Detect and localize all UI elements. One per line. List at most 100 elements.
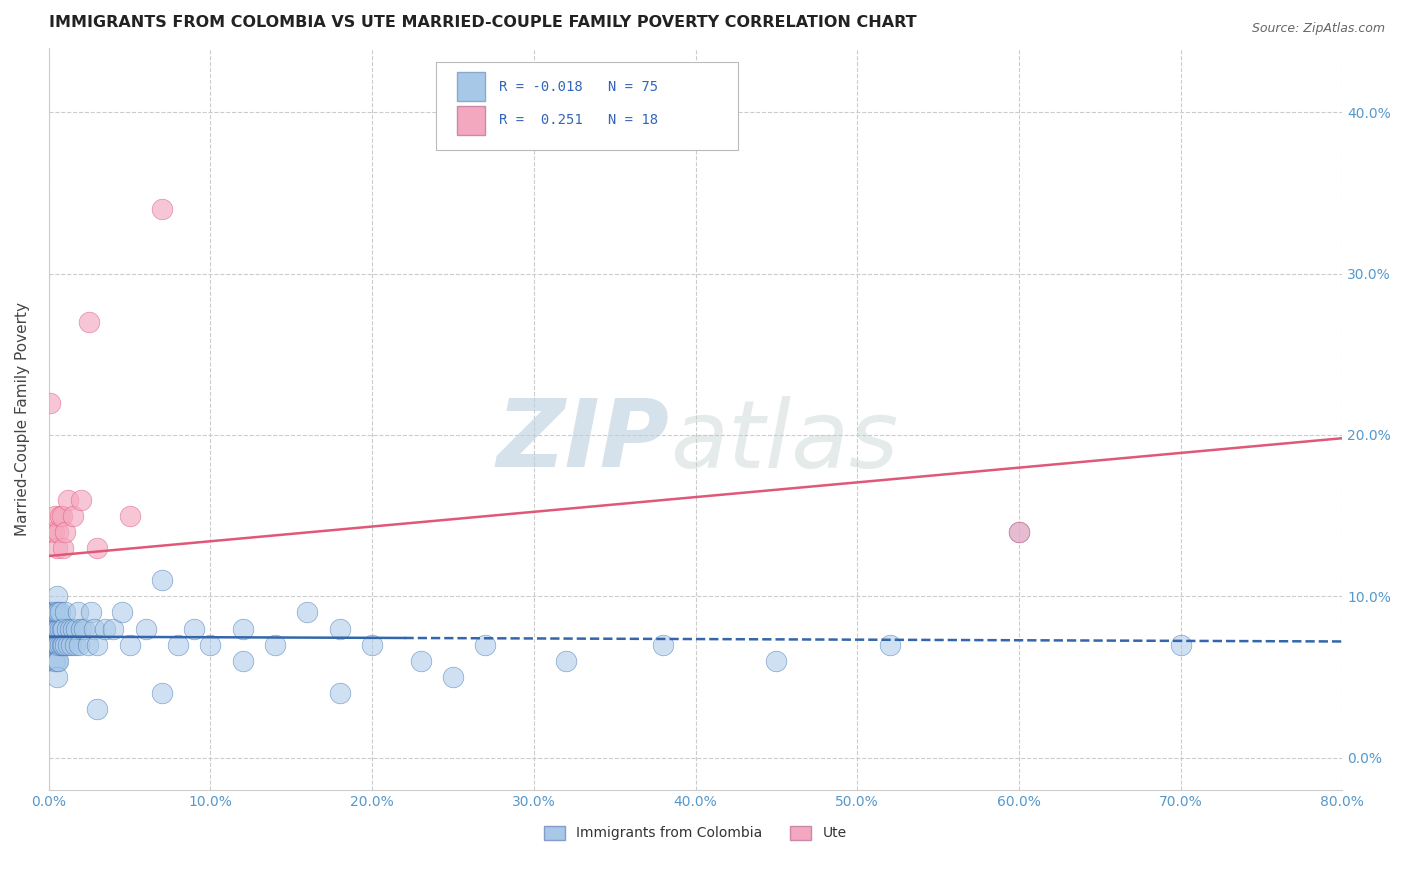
Point [555, 654, 578, 668]
Point [49, 606, 72, 620]
Text: R =  0.251   N = 18: R = 0.251 N = 18 [499, 113, 658, 128]
Point [103, 622, 125, 636]
Y-axis label: Married-Couple Family Poverty: Married-Couple Family Poverty [15, 301, 30, 536]
Point [59, 622, 82, 636]
Point [329, 622, 352, 636]
Point [297, 606, 319, 620]
Point [62, 622, 84, 636]
Text: Source: ZipAtlas.com: Source: ZipAtlas.com [1251, 22, 1385, 36]
Point [66, 606, 89, 620]
Point [44, 508, 66, 523]
Point [70, 492, 93, 507]
Point [232, 622, 254, 636]
Point [77, 315, 100, 329]
Point [51, 622, 73, 636]
Point [361, 638, 384, 652]
Point [86, 638, 108, 652]
Point [51, 508, 73, 523]
Point [45, 654, 67, 668]
Point [39, 622, 62, 636]
Point [200, 638, 222, 652]
Point [232, 654, 254, 668]
Point [1008, 524, 1031, 539]
Point [56, 638, 79, 652]
Point [42, 638, 65, 652]
Text: IMMIGRANTS FROM COLOMBIA VS UTE MARRIED-COUPLE FAMILY POVERTY CORRELATION CHART: IMMIGRANTS FROM COLOMBIA VS UTE MARRIED-… [49, 15, 917, 30]
Point [48, 638, 70, 652]
Point [264, 638, 287, 652]
Point [49, 622, 72, 636]
Point [329, 686, 352, 700]
Point [118, 508, 141, 523]
Point [45, 541, 67, 555]
Point [167, 638, 190, 652]
Point [62, 508, 84, 523]
Point [652, 638, 675, 652]
Point [150, 686, 173, 700]
Point [70, 622, 93, 636]
Point [41, 638, 63, 652]
Point [49, 638, 72, 652]
Point [474, 638, 496, 652]
Point [60, 638, 83, 652]
Point [53, 638, 76, 652]
Point [110, 606, 132, 620]
Point [183, 622, 205, 636]
Point [44, 654, 66, 668]
Point [1170, 638, 1192, 652]
Point [765, 654, 787, 668]
Point [1008, 524, 1031, 539]
Point [45, 590, 67, 604]
Point [879, 638, 901, 652]
Point [53, 524, 76, 539]
Point [42, 606, 65, 620]
Point [45, 606, 67, 620]
Point [45, 670, 67, 684]
Point [135, 622, 157, 636]
Point [118, 638, 141, 652]
Text: R = -0.018   N = 75: R = -0.018 N = 75 [499, 79, 658, 94]
Point [52, 541, 75, 555]
Point [45, 622, 67, 636]
Point [86, 702, 108, 716]
Point [150, 202, 173, 216]
Point [42, 622, 65, 636]
Point [48, 524, 70, 539]
Text: ZIP: ZIP [496, 395, 669, 487]
Point [41, 524, 63, 539]
Point [69, 638, 91, 652]
Point [39, 395, 62, 409]
Point [86, 541, 108, 555]
Point [52, 622, 75, 636]
Point [41, 606, 63, 620]
Point [41, 622, 63, 636]
Point [94, 622, 117, 636]
Point [48, 606, 70, 620]
Point [49, 508, 72, 523]
Point [53, 606, 76, 620]
Point [65, 622, 87, 636]
Point [56, 492, 79, 507]
Point [42, 654, 65, 668]
Point [409, 654, 432, 668]
Point [44, 622, 66, 636]
Text: atlas: atlas [669, 396, 898, 487]
Point [76, 638, 98, 652]
Point [42, 524, 65, 539]
Point [83, 622, 105, 636]
Point [52, 638, 75, 652]
Point [44, 606, 66, 620]
Point [48, 654, 70, 668]
Point [55, 622, 77, 636]
Point [39, 638, 62, 652]
Point [44, 638, 66, 652]
Point [150, 573, 173, 587]
Point [441, 670, 464, 684]
Point [48, 622, 70, 636]
Point [39, 606, 62, 620]
Point [63, 638, 86, 652]
Point [80, 606, 103, 620]
Point [73, 622, 96, 636]
Legend: Immigrants from Colombia, Ute: Immigrants from Colombia, Ute [538, 820, 852, 846]
Point [45, 638, 67, 652]
